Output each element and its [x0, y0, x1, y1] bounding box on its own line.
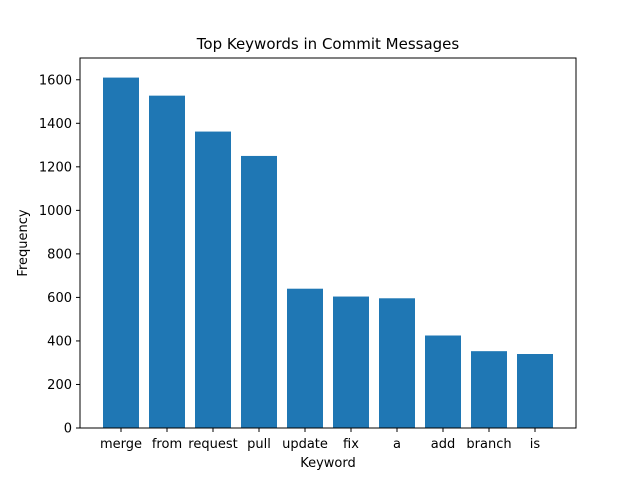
y-tick-label: 800: [47, 247, 72, 262]
bars-group: [103, 77, 553, 429]
bar-add: [425, 335, 461, 428]
bar-pull: [241, 155, 277, 429]
bar-is: [517, 354, 553, 428]
x-tick-label: merge: [100, 437, 142, 452]
x-tick-label: update: [282, 437, 328, 452]
bar-fix: [333, 296, 369, 428]
x-tick-label: from: [152, 437, 182, 452]
y-tick-label: 400: [47, 334, 72, 349]
bar-request: [195, 131, 231, 429]
chart-title: Top Keywords in Commit Messages: [196, 35, 460, 53]
x-tick-label: add: [431, 437, 455, 452]
bar-branch: [471, 351, 507, 428]
bar-merge: [103, 77, 139, 429]
y-tick-label: 0: [64, 422, 72, 437]
x-tick-label: a: [393, 437, 401, 452]
bar-a: [379, 298, 415, 428]
y-tick-label: 200: [47, 378, 72, 393]
y-axis: 0 200 400 600 800 1000 1200 1400 1600: [39, 73, 80, 437]
bar-update: [287, 288, 323, 428]
x-axis-label: Keyword: [300, 456, 356, 471]
bar-from: [149, 95, 185, 428]
y-tick-label: 1200: [39, 160, 72, 175]
x-tick-label: branch: [466, 437, 511, 452]
x-tick-label: is: [530, 437, 541, 452]
y-axis-label: Frequency: [16, 209, 31, 276]
y-tick-label: 1600: [39, 73, 72, 88]
x-tick-label: fix: [343, 437, 359, 452]
y-tick-label: 1000: [39, 204, 72, 219]
x-tick-label: pull: [247, 437, 271, 452]
y-tick-label: 600: [47, 291, 72, 306]
y-tick-label: 1400: [39, 117, 72, 132]
plot-frame: [79, 57, 577, 429]
x-tick-label: request: [188, 437, 237, 452]
x-axis: merge from request pull update fix a add branch i…: [100, 428, 540, 452]
